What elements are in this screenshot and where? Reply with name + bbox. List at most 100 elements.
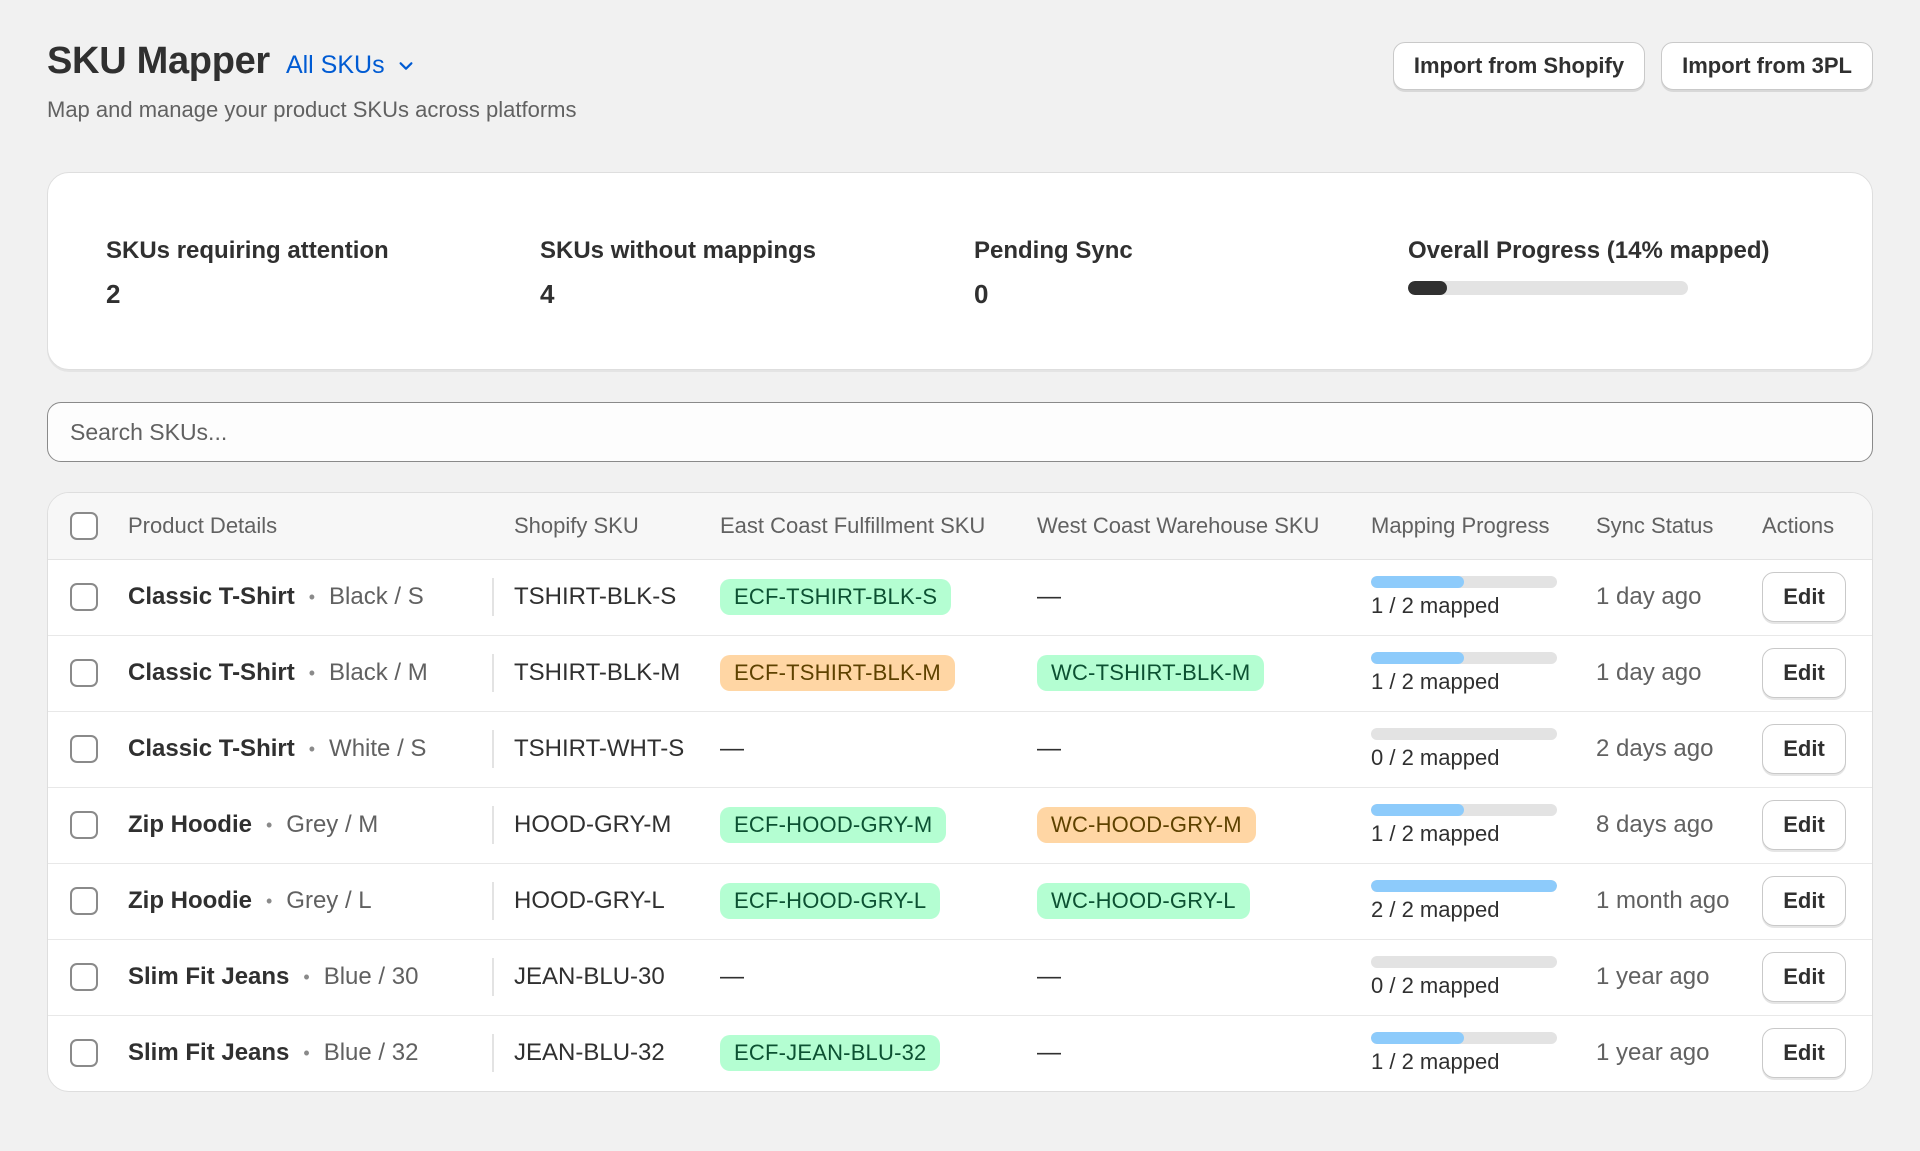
edit-button[interactable]: Edit	[1762, 876, 1846, 926]
select-all-checkbox[interactable]	[70, 511, 98, 540]
mapping-progress-text: 1 / 2 mapped	[1371, 1048, 1500, 1074]
mapping-progress-text: 1 / 2 mapped	[1371, 592, 1500, 618]
mapping-progress-text: 0 / 2 mapped	[1371, 972, 1500, 998]
stat-pending-sync-value: 0	[974, 279, 989, 309]
table-row[interactable]: Classic T-Shirt • Black / M TSHIRT-BLK-M ECF…	[48, 635, 1872, 712]
mapping-progress-cell: 1 / 2 mapped	[1371, 787, 1596, 864]
edit-button[interactable]: Edit	[1762, 800, 1846, 850]
row-checkbox-cell	[48, 939, 128, 1016]
wc-sku-badge: WC-HOOD-GRY-L	[1037, 883, 1250, 919]
ecf-sku-cell: —	[720, 939, 1037, 1016]
edit-button[interactable]: Edit	[1762, 952, 1846, 1002]
shopify-sku-cell: TSHIRT-BLK-S	[514, 559, 720, 636]
mapping-progress-text: 0 / 2 mapped	[1371, 744, 1500, 770]
product-name: Classic T-Shirt	[128, 583, 295, 610]
shopify-sku: JEAN-BLU-32	[514, 1039, 665, 1067]
product-details-cell: Classic T-Shirt • Black / M	[128, 635, 514, 712]
ecf-sku-badge: ECF-HOOD-GRY-M	[720, 807, 947, 843]
edit-button[interactable]: Edit	[1762, 724, 1846, 774]
ecf-sku-badge: ECF-JEAN-BLU-32	[720, 1035, 941, 1072]
shopify-sku: HOOD-GRY-L	[514, 887, 665, 914]
table-header-row: Product Details Shopify SKU East Coast F…	[48, 493, 1872, 560]
product-details-cell: Zip Hoodie • Grey / L	[128, 863, 514, 940]
separator-dot-icon: •	[308, 586, 316, 607]
view-selector[interactable]: All SKUs	[286, 51, 415, 80]
stat-without-mappings-value: 4	[540, 279, 555, 309]
stat-attention-label: SKUs requiring attention	[106, 237, 389, 264]
header-checkbox-cell	[48, 493, 128, 560]
product-variant: Grey / L	[286, 887, 372, 914]
stat-without-mappings-label: SKUs without mappings	[540, 237, 816, 264]
stat-attention: SKUs requiring attention 2	[106, 237, 389, 310]
sync-status-cell: 1 year ago	[1596, 939, 1762, 1016]
product-variant: Blue / 32	[323, 1039, 419, 1067]
mapping-progress-fill	[1371, 879, 1557, 892]
product-details: Slim Fit Jeans • Blue / 32	[128, 1034, 494, 1073]
shopify-sku-cell: TSHIRT-BLK-M	[514, 635, 720, 712]
edit-button[interactable]: Edit	[1762, 648, 1846, 698]
column-header-shopify-sku: Shopify SKU	[514, 493, 720, 560]
mapping-progress-fill	[1371, 1031, 1464, 1044]
product-name: Zip Hoodie	[128, 887, 252, 914]
product-details: Zip Hoodie • Grey / M	[128, 806, 494, 844]
product-variant: Grey / M	[286, 811, 379, 838]
wc-sku-cell: WC-HOOD-GRY-L	[1037, 863, 1371, 940]
sync-status: 1 day ago	[1596, 583, 1702, 610]
edit-button[interactable]: Edit	[1762, 572, 1846, 622]
table-row[interactable]: Classic T-Shirt • Black / S TSHIRT-BLK-S ECF…	[48, 559, 1872, 636]
sync-status: 8 days ago	[1596, 811, 1714, 838]
stats-card: SKUs requiring attention 2 SKUs without …	[47, 172, 1873, 370]
stat-pending-sync-label: Pending Sync	[974, 237, 1133, 264]
row-checkbox[interactable]	[70, 887, 98, 915]
product-details-cell: Classic T-Shirt • White / S	[128, 711, 514, 788]
shopify-sku-cell: JEAN-BLU-30	[514, 939, 720, 1016]
row-checkbox-cell	[48, 559, 128, 636]
row-checkbox[interactable]	[70, 659, 98, 687]
table-row[interactable]: Slim Fit Jeans • Blue / 32 JEAN-BLU-32 ECF-J…	[48, 1015, 1872, 1091]
wc-sku-empty: —	[1037, 583, 1061, 610]
product-name: Classic T-Shirt	[128, 735, 295, 762]
product-details: Classic T-Shirt • White / S	[128, 730, 494, 768]
column-header-actions: Actions	[1762, 493, 1872, 560]
table-row[interactable]: Slim Fit Jeans • Blue / 30 JEAN-BLU-30 — — 0 /…	[48, 939, 1872, 1016]
wc-sku-cell: WC-TSHIRT-BLK-M	[1037, 635, 1371, 712]
chevron-down-icon	[399, 61, 413, 70]
column-header-wc-sku: West Coast Warehouse SKU	[1037, 493, 1371, 560]
actions-cell: Edit	[1762, 939, 1872, 1016]
row-checkbox[interactable]	[70, 811, 98, 839]
mapping-progress-cell: 1 / 2 mapped	[1371, 559, 1596, 636]
mapping-progress-fill	[1371, 575, 1464, 588]
column-header-ecf-sku: East Coast Fulfillment SKU	[720, 493, 1037, 560]
search-input[interactable]	[47, 402, 1873, 462]
shopify-sku: HOOD-GRY-M	[514, 811, 672, 838]
sync-status: 1 year ago	[1596, 1039, 1710, 1067]
table-row[interactable]: Classic T-Shirt • White / S TSHIRT-WHT-S — — 0…	[48, 711, 1872, 788]
mapping-progress-bar	[1371, 651, 1557, 664]
row-checkbox[interactable]	[70, 735, 98, 763]
ecf-sku-badge: ECF-TSHIRT-BLK-M	[720, 655, 955, 691]
ecf-sku-cell: ECF-JEAN-BLU-32	[720, 1015, 1037, 1091]
ecf-sku-badge: ECF-HOOD-GRY-L	[720, 883, 941, 919]
overall-progress-bar	[1408, 281, 1688, 295]
row-checkbox[interactable]	[70, 583, 98, 611]
mapping-progress-cell: 0 / 2 mapped	[1371, 939, 1596, 1016]
mapping-progress-cell: 0 / 2 mapped	[1371, 711, 1596, 788]
product-details: Zip Hoodie • Grey / L	[128, 882, 494, 920]
product-name: Classic T-Shirt	[128, 659, 295, 686]
column-header-product-details: Product Details	[128, 493, 514, 560]
ecf-sku-cell: —	[720, 711, 1037, 788]
row-checkbox-cell	[48, 1015, 128, 1091]
table-row[interactable]: Zip Hoodie • Grey / M HOOD-GRY-M ECF-HOOD-GR…	[48, 787, 1872, 864]
row-checkbox[interactable]	[70, 963, 98, 991]
import-from-shopify-button[interactable]: Import from Shopify	[1392, 42, 1646, 90]
ecf-sku-cell: ECF-HOOD-GRY-L	[720, 863, 1037, 940]
edit-button[interactable]: Edit	[1762, 1028, 1846, 1079]
import-from-3pl-button[interactable]: Import from 3PL	[1661, 42, 1873, 90]
table-row[interactable]: Zip Hoodie • Grey / L HOOD-GRY-L ECF-HOOD-GR…	[48, 863, 1872, 940]
shopify-sku: TSHIRT-WHT-S	[514, 735, 685, 762]
row-checkbox[interactable]	[70, 1039, 98, 1068]
product-details-cell: Slim Fit Jeans • Blue / 30	[128, 939, 514, 1016]
stat-overall-progress: Overall Progress (14% mapped)	[1408, 237, 1769, 295]
mapping-progress-cell: 2 / 2 mapped	[1371, 863, 1596, 940]
separator-dot-icon: •	[308, 662, 316, 683]
